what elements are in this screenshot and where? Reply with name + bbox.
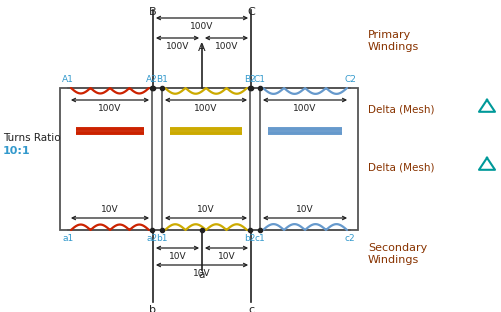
Text: Windings: Windings — [368, 255, 419, 265]
Text: 10V: 10V — [169, 252, 186, 261]
Text: 100V: 100V — [194, 104, 218, 113]
Text: B2: B2 — [244, 75, 256, 84]
Text: 100V: 100V — [215, 42, 238, 51]
Text: b2: b2 — [244, 234, 256, 243]
Text: a2: a2 — [146, 234, 157, 243]
Text: 10V: 10V — [193, 269, 211, 278]
Text: 10V: 10V — [296, 205, 314, 214]
Text: C2: C2 — [344, 75, 356, 84]
Text: c2: c2 — [345, 234, 355, 243]
Text: B: B — [149, 7, 157, 17]
Bar — [60, 88, 358, 230]
Text: a: a — [199, 270, 205, 280]
Text: Turns Ratio: Turns Ratio — [3, 133, 61, 143]
Text: 100V: 100V — [190, 22, 214, 31]
Text: A: A — [198, 43, 206, 53]
Text: Delta (Mesh): Delta (Mesh) — [368, 105, 434, 115]
Text: A2: A2 — [146, 75, 158, 84]
Text: 10V: 10V — [218, 252, 235, 261]
Text: Secondary: Secondary — [368, 243, 427, 253]
Text: a1: a1 — [63, 234, 74, 243]
Text: 10:1: 10:1 — [3, 146, 31, 156]
Text: B1: B1 — [156, 75, 168, 84]
Text: 10V: 10V — [197, 205, 215, 214]
Text: Primary: Primary — [368, 30, 411, 40]
Text: 100V: 100V — [293, 104, 317, 113]
Text: C: C — [247, 7, 255, 17]
Text: 10V: 10V — [101, 205, 119, 214]
Text: 100V: 100V — [98, 104, 122, 113]
Text: Windings: Windings — [368, 42, 419, 52]
Text: C1: C1 — [254, 75, 266, 84]
Text: c: c — [248, 305, 254, 312]
Text: c1: c1 — [255, 234, 266, 243]
Text: Delta (Mesh): Delta (Mesh) — [368, 163, 434, 173]
Text: 100V: 100V — [166, 42, 189, 51]
Text: b: b — [149, 305, 156, 312]
Text: A1: A1 — [62, 75, 74, 84]
Text: b1: b1 — [156, 234, 168, 243]
